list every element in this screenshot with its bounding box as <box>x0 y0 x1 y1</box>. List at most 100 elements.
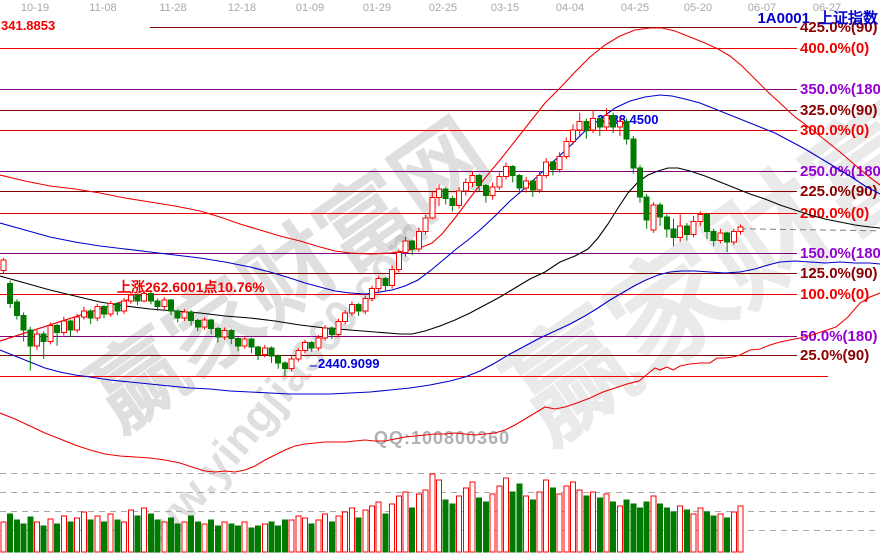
candle-body <box>382 278 389 287</box>
volume-bar <box>563 485 570 553</box>
date-label[interactable]: 11-08 <box>89 2 116 14</box>
volume-bar <box>255 525 262 553</box>
volume-bar <box>241 521 248 553</box>
volume-bar <box>114 519 121 553</box>
candle-body <box>369 288 375 299</box>
volume-bar <box>704 511 710 553</box>
volume-bar <box>643 501 650 553</box>
volume-bar <box>288 519 295 553</box>
candle-body <box>235 338 241 347</box>
volume-bar <box>543 479 550 553</box>
candle-body <box>737 226 744 233</box>
volume-bar <box>214 525 221 553</box>
candle-body <box>710 231 717 241</box>
volume-bar <box>147 513 154 553</box>
candle-body <box>13 301 20 316</box>
gann-label: 300.0%(0) <box>800 122 869 139</box>
volume-bar <box>657 503 664 553</box>
candle-body <box>20 314 27 331</box>
date-label[interactable]: 05-20 <box>684 2 712 14</box>
volume-bar <box>275 525 282 553</box>
candle-body <box>516 174 523 189</box>
candle-body <box>322 327 329 339</box>
candle-body <box>590 118 597 131</box>
candle-body <box>261 347 268 355</box>
volume-bar <box>369 505 375 553</box>
volume-bar <box>623 499 630 553</box>
volume-bar <box>141 507 148 553</box>
volume-bar <box>342 511 349 553</box>
candle-body <box>335 321 342 335</box>
gann-label: 425.0%(90) <box>800 19 878 36</box>
candle-body <box>442 188 449 200</box>
candle-body <box>27 329 34 347</box>
date-label[interactable]: 01-09 <box>296 2 324 14</box>
volume-bar <box>315 519 322 553</box>
volume-bar <box>194 521 201 553</box>
volume-bar <box>476 497 483 553</box>
volume-bar <box>583 495 590 553</box>
volume-bar <box>402 491 409 553</box>
volume-bar <box>409 507 416 553</box>
candle-body <box>40 333 47 342</box>
volume-bar <box>248 527 255 553</box>
date-label[interactable]: 04-25 <box>621 2 649 14</box>
volume-bar <box>489 493 496 553</box>
volume-bar <box>348 507 355 553</box>
candle-body <box>188 311 195 322</box>
symbol-title[interactable]: 1A0001 上证指数 <box>749 11 878 26</box>
candle-body <box>596 118 603 128</box>
candle-body <box>174 310 181 319</box>
volume-bar <box>127 509 134 553</box>
volume-bar <box>47 518 54 553</box>
volume-bar <box>228 523 235 553</box>
volume-bar <box>442 499 449 553</box>
volume-bar <box>717 513 724 553</box>
date-label[interactable]: 10-19 <box>21 2 49 14</box>
volume-bar <box>516 483 523 553</box>
candle-body <box>0 259 7 271</box>
volume-bar <box>168 517 174 553</box>
date-label[interactable]: 04-04 <box>556 2 584 14</box>
candle-body <box>603 115 610 128</box>
date-label[interactable]: 06-07 <box>748 2 776 14</box>
candle-body <box>47 324 54 342</box>
volume-bar <box>355 517 362 553</box>
candle-body <box>315 337 322 349</box>
candle-body <box>54 324 61 334</box>
index-name: 上证指数 <box>817 10 878 27</box>
low-price-annotation: 2440.9099 <box>318 356 380 371</box>
volume-bar <box>556 493 563 553</box>
volume-bar <box>0 521 7 553</box>
volume-bar <box>496 485 503 553</box>
ma-line-black <box>0 167 880 335</box>
candle-body <box>342 312 349 323</box>
volume-bar <box>637 507 643 553</box>
date-label[interactable]: 01-29 <box>363 2 391 14</box>
candle-body <box>536 174 543 191</box>
candle-body <box>529 180 536 191</box>
volume-layer <box>0 473 744 553</box>
candle-body <box>241 338 248 347</box>
volume-bar <box>616 505 623 553</box>
candle-body <box>462 181 469 192</box>
date-label[interactable]: 11-28 <box>159 2 186 14</box>
volume-bar <box>161 521 168 553</box>
volume-bar <box>469 481 476 553</box>
volume-bar <box>456 495 463 553</box>
date-label[interactable]: 12-18 <box>228 2 256 14</box>
date-label[interactable]: 03-15 <box>491 2 519 14</box>
candle-body <box>717 232 724 241</box>
volume-bar <box>328 521 335 553</box>
candle-body <box>697 213 704 223</box>
candle-body <box>161 299 168 308</box>
candle-body <box>503 166 509 178</box>
volume-bar <box>20 523 27 553</box>
volume-bar <box>697 507 704 553</box>
candle-body <box>583 120 590 131</box>
date-label[interactable]: 02-25 <box>429 2 457 14</box>
gann-label: 400.0%(0) <box>800 40 869 57</box>
candle-body <box>630 138 637 169</box>
date-label[interactable]: 06-27 <box>813 2 841 14</box>
